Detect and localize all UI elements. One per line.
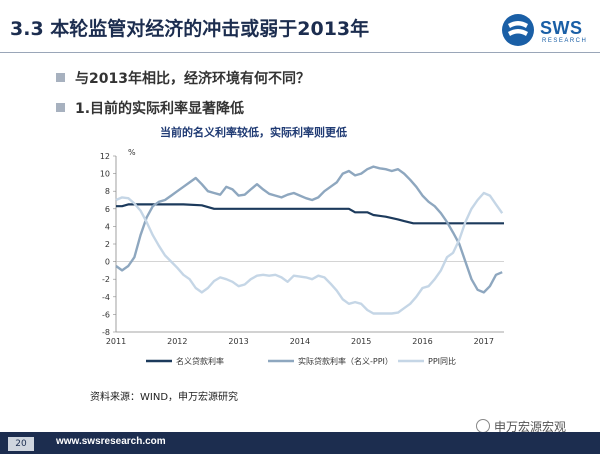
x-tick-label: 2013	[228, 337, 248, 346]
legend-label: 实际贷款利率（名义-PPI）	[298, 356, 393, 366]
x-tick-label: 2011	[106, 337, 126, 346]
legend-label: PPI同比	[428, 356, 456, 366]
y-tick-label: -4	[102, 293, 110, 302]
y-tick-label: 10	[100, 170, 110, 179]
square-bullet-icon	[56, 103, 65, 112]
x-tick-label: 2014	[290, 337, 310, 346]
y-tick-label: -2	[102, 275, 110, 284]
series-line	[115, 191, 504, 315]
x-tick-label: 2016	[412, 337, 432, 346]
page-number: 20	[8, 437, 34, 451]
y-tick-label: 2	[105, 240, 110, 249]
title-divider	[0, 52, 600, 53]
slide-title: 3.3 本轮监管对经济的冲击或弱于2013年	[10, 18, 370, 40]
x-tick-label: 2012	[167, 337, 187, 346]
y-tick-label: -6	[102, 310, 110, 319]
wechat-name: 申万宏源宏观	[494, 420, 567, 434]
y-axis-label: %	[128, 148, 136, 157]
y-tick-label: 8	[105, 187, 110, 196]
series-line	[116, 203, 504, 225]
y-tick-label: -8	[102, 328, 110, 337]
square-bullet-icon	[56, 73, 65, 82]
y-tick-label: 12	[100, 152, 110, 161]
footer-bar	[0, 432, 600, 454]
wechat-icon	[476, 419, 490, 433]
website-link[interactable]: www.swsresearch.com	[56, 436, 166, 447]
x-tick-label: 2017	[474, 337, 494, 346]
series-line	[115, 165, 503, 294]
logo-subtext: RESEARCH	[542, 38, 588, 44]
chart-title: 当前的名义利率较低，实际利率则更低	[160, 126, 347, 139]
bullet-item: 1.目前的实际利率显著降低	[56, 98, 244, 118]
sws-logo-icon	[502, 14, 534, 46]
y-tick-label: 6	[105, 205, 110, 214]
legend-label: 名义贷款利率	[176, 356, 224, 366]
source-note: 资料来源：WIND，申万宏源研究	[90, 392, 239, 403]
bullet-text: 与2013年相比，经济环境有何不同？	[75, 71, 310, 87]
bullet-text: 1.目前的实际利率显著降低	[75, 101, 245, 117]
y-tick-label: 0	[105, 258, 110, 267]
x-tick-label: 2015	[351, 337, 371, 346]
bullet-item: 与2013年相比，经济环境有何不同？	[56, 68, 310, 88]
logo-text: SWS	[540, 18, 583, 38]
y-tick-label: 4	[105, 222, 110, 231]
